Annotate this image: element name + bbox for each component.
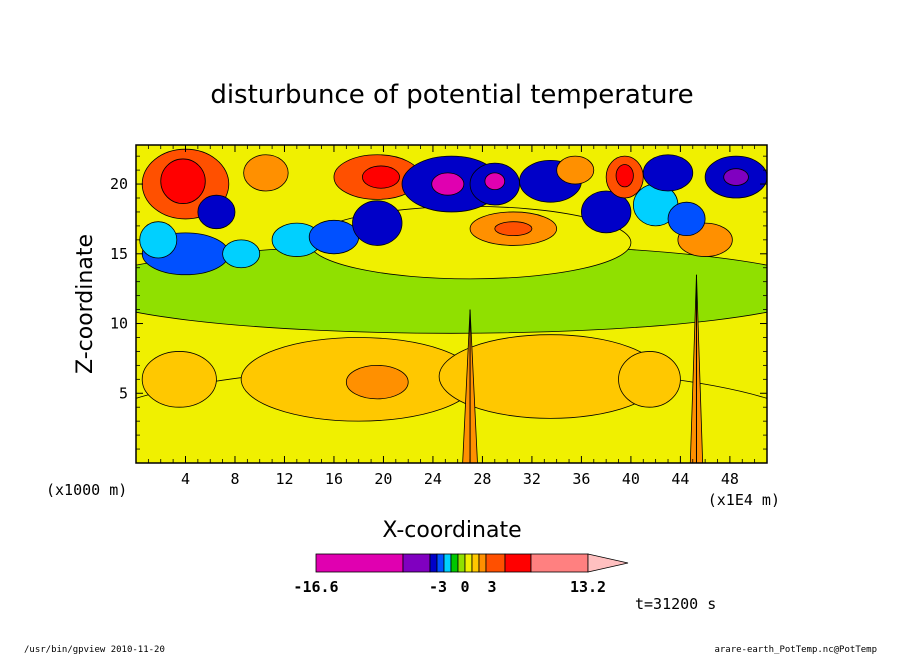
contour-region	[160, 158, 206, 204]
colorbar-label: -3	[429, 578, 447, 596]
x-tick-label: 16	[325, 470, 343, 488]
x-axis: 4 8 12 16 20 24 28 32 36 40 44 48	[147, 145, 756, 488]
x-tick-label: 4	[181, 470, 190, 488]
y-tick-label: 10	[110, 315, 128, 333]
y-tick-label: 5	[119, 384, 128, 402]
colorbar-label: 13.2	[570, 578, 606, 596]
contour-region	[141, 351, 217, 408]
colorbar-label: -16.6	[293, 578, 338, 596]
colorbar-segment	[530, 553, 589, 573]
contour-region	[431, 172, 465, 196]
colorbar-segment	[485, 553, 506, 573]
contour-region	[139, 221, 178, 259]
contour-region	[197, 194, 236, 230]
colorbar-arrow	[587, 553, 629, 573]
contour-region	[243, 154, 289, 192]
colorbar-label: 0	[460, 578, 469, 596]
contour-region	[667, 201, 706, 237]
x-unit-label: (x1E4 m)	[708, 491, 780, 509]
contour-region	[723, 168, 749, 186]
x-tick-label: 20	[374, 470, 392, 488]
x-tick-label: 32	[523, 470, 541, 488]
colorbar-segment	[478, 553, 487, 573]
contour-region	[352, 200, 403, 246]
time-label: t=31200 s	[635, 595, 716, 613]
y-tick-label: 20	[110, 175, 128, 193]
colorbar-segment	[429, 553, 438, 573]
plot-area	[136, 145, 767, 463]
contour-region	[581, 190, 632, 234]
contour-region	[484, 172, 506, 191]
x-tick-label: 44	[671, 470, 689, 488]
colorbar-segment	[402, 553, 431, 573]
contour-region	[494, 221, 533, 237]
colorbar-segment	[315, 553, 404, 573]
contour-region	[345, 364, 409, 400]
spike-features	[462, 274, 704, 463]
footer-command: /usr/bin/gpview 2010-11-20	[24, 645, 165, 654]
colorbar-segment	[464, 553, 473, 573]
contour-region	[362, 165, 400, 189]
colorbar-segment	[450, 553, 459, 573]
colorbar-segment	[457, 553, 466, 573]
colorbar-segment	[443, 553, 452, 573]
y-tick-label: 15	[110, 245, 128, 263]
colorbar-segment	[504, 553, 532, 573]
y-unit-label: (x1000 m)	[46, 481, 127, 499]
contour-region	[618, 351, 681, 408]
colorbar: -16.6 -3 0 3 13.2	[293, 553, 629, 596]
x-tick-label: 36	[572, 470, 590, 488]
contour-region	[556, 155, 595, 185]
x-tick-label: 24	[424, 470, 442, 488]
x-tick-label: 40	[622, 470, 640, 488]
x-tick-label: 48	[721, 470, 739, 488]
contour-regions	[136, 148, 767, 463]
y-axis-label: Z-coordinate	[73, 234, 98, 374]
contour-region	[615, 164, 634, 188]
contour-region	[308, 219, 360, 255]
contour-region	[222, 239, 261, 269]
x-axis-label: X-coordinate	[382, 518, 521, 543]
plot-frame	[135, 144, 768, 464]
x-tick-label: 8	[230, 470, 239, 488]
x-tick-label: 12	[275, 470, 293, 488]
x-tick-label: 28	[473, 470, 491, 488]
colorbar-label: 3	[487, 578, 496, 596]
chart-title: disturbunce of potential temperature	[210, 80, 693, 110]
y-axis: 5 10 15 20	[110, 155, 767, 450]
footer-source: arare-earth_PotTemp.nc@PotTemp	[714, 645, 877, 654]
colorbar-segment	[436, 553, 445, 573]
colorbar-segment	[471, 553, 480, 573]
contour-region	[642, 154, 694, 192]
